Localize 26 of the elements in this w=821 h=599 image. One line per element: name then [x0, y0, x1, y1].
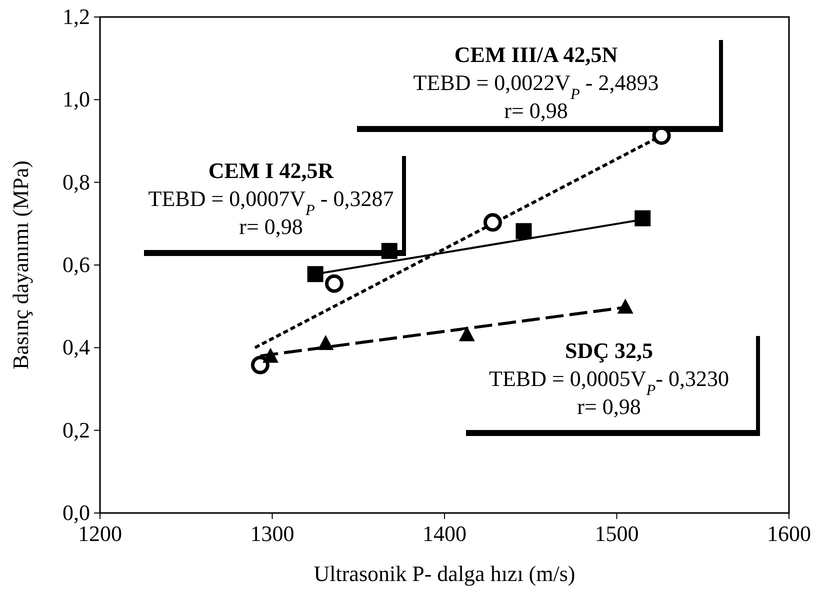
y-tick-label: 0,8 [62, 169, 90, 194]
point [617, 298, 634, 314]
x-tick-label: 1400 [422, 521, 466, 546]
y-tick-label: 0,6 [62, 252, 90, 277]
point [483, 213, 502, 232]
annotation: CEM I 42,5R TEBD = 0,0007V$_{P}$ - 0,3287 r= 0,98 [148, 158, 394, 239]
annotation: SDÇ 32,5 TEBD = 0,0005V$_{P}$- 0,3230 r= 0,98 [489, 338, 729, 419]
y-tick-label: 1,2 [62, 4, 90, 29]
x-tick-label: 1600 [767, 521, 811, 546]
x-tick-label: 1300 [250, 521, 294, 546]
point [516, 223, 532, 240]
y-tick-label: 1,0 [62, 86, 90, 112]
point [318, 334, 334, 350]
point [250, 356, 270, 374]
point [307, 266, 324, 282]
point [381, 242, 398, 259]
y-tick-label: 0,2 [62, 417, 90, 442]
y-tick-label: 0,4 [62, 334, 90, 360]
point [458, 326, 475, 342]
x-axis-title: Ultrasonik P- dalga hızı (m/s) [314, 561, 576, 586]
annotation: CEM III/A 42,5N TEBD = 0,0022V$_{P}$ - 2,4893 r= 0,98 [413, 42, 659, 123]
point [634, 210, 651, 226]
point [325, 274, 344, 293]
point [262, 348, 279, 363]
x-tick-label: 1500 [594, 521, 639, 546]
y-axis-title: Basınç dayanımı (MPa) [8, 160, 33, 370]
